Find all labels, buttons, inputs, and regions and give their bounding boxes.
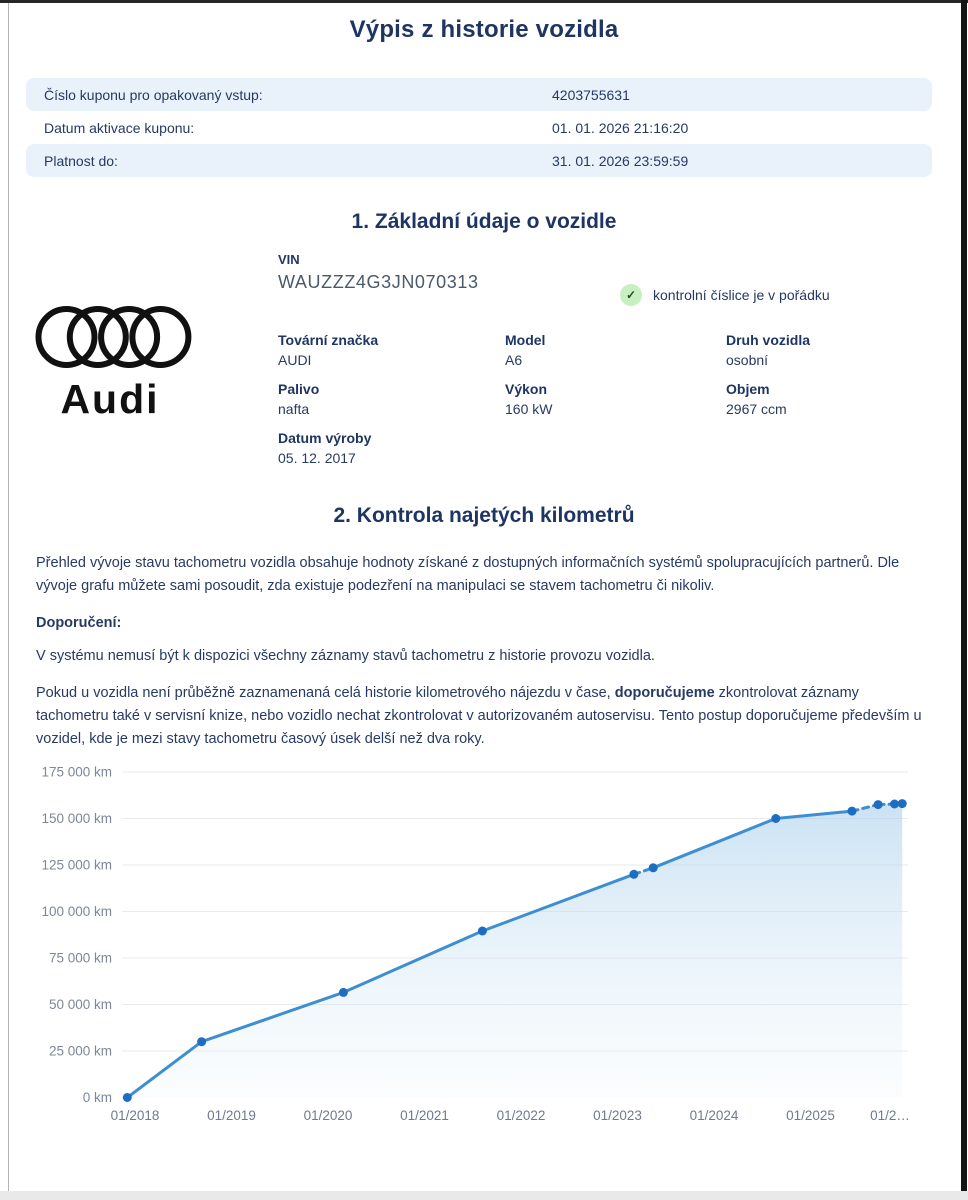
x-tick-label: 01/2019 bbox=[207, 1108, 256, 1123]
field-value: 2967 ccm bbox=[726, 401, 787, 417]
x-tick-label: 01/2025 bbox=[786, 1108, 835, 1123]
field-engine-volume: Objem 2967 ccm bbox=[726, 381, 938, 417]
coupon-activation-value: 01. 01. 2026 21:16:20 bbox=[552, 119, 689, 136]
chart-y-axis-labels: 175 000 km 150 000 km 125 000 km 100 000 km… bbox=[41, 765, 112, 1106]
line-segment bbox=[480, 872, 636, 933]
field-fuel: Palivo nafta bbox=[278, 381, 505, 417]
data-point bbox=[897, 799, 907, 809]
line-segment bbox=[200, 990, 345, 1044]
field-value: 05. 12. 2017 bbox=[278, 450, 356, 466]
data-point bbox=[122, 1093, 132, 1102]
field-brand: Tovární značka AUDI bbox=[278, 332, 505, 368]
audi-wordmark: Audi bbox=[60, 376, 159, 422]
field-value: AUDI bbox=[278, 352, 312, 368]
field-label: Objem bbox=[726, 381, 770, 397]
field-value: nafta bbox=[278, 401, 310, 417]
field-label: Výkon bbox=[505, 381, 548, 397]
data-point bbox=[197, 1037, 207, 1047]
audi-logo: Audi bbox=[35, 306, 192, 422]
paragraph-availability: V systému nemusí být k dispozici všechny… bbox=[36, 648, 655, 664]
mileage-chart-svg: 175 000 km 150 000 km 125 000 km 100 000 km… bbox=[41, 765, 910, 1124]
coupon-number-value: 4203755631 bbox=[552, 86, 630, 103]
field-value: A6 bbox=[505, 352, 523, 368]
data-point bbox=[847, 806, 857, 816]
y-tick-label: 175 000 km bbox=[41, 765, 112, 780]
scrollbar[interactable] bbox=[961, 0, 967, 1191]
chart-points bbox=[122, 799, 907, 1102]
paragraph-advice: Pokud u vozidla není průběžně zaznamenan… bbox=[36, 682, 932, 751]
y-tick-label: 100 000 km bbox=[41, 904, 112, 919]
field-value: osobní bbox=[726, 352, 769, 368]
line-segment bbox=[125, 1040, 204, 1099]
coupon-activation-label: Datum aktivace kuponu: bbox=[44, 119, 195, 136]
data-point bbox=[771, 814, 781, 823]
viewer-left-border bbox=[8, 3, 9, 1191]
field-label: Datum výroby bbox=[278, 430, 372, 446]
area-fill-path bbox=[127, 803, 903, 1098]
field-label: Druh vozidla bbox=[726, 332, 811, 348]
vin-block: VIN WAUZZZ4G3JN070313 bbox=[278, 252, 479, 293]
page-title: Výpis z historie vozidla bbox=[349, 16, 619, 43]
data-point bbox=[648, 863, 658, 873]
field-model: Model A6 bbox=[505, 332, 726, 368]
field-label: Tovární značka bbox=[278, 332, 379, 348]
chart-area-fill bbox=[127, 803, 903, 1098]
coupon-row-validity: Platnost do: 31. 01. 2026 23:59:59 bbox=[26, 144, 932, 177]
advice-text-bold: doporučujeme bbox=[614, 685, 715, 701]
viewer-top-border bbox=[0, 0, 968, 3]
coupon-info-table: Číslo kuponu pro opakovaný vstup: 420375… bbox=[26, 78, 932, 177]
vin-label: VIN bbox=[278, 252, 300, 267]
paragraph-overview: Přehled vývoje stavu tachometru vozidla … bbox=[36, 555, 900, 594]
y-tick-label: 125 000 km bbox=[41, 858, 112, 873]
vehicle-fields: Tovární značka AUDI Model A6 Druh vozidl… bbox=[278, 332, 938, 479]
recommendation-label: Doporučení: bbox=[36, 615, 122, 631]
x-tick-label: 01/2021 bbox=[400, 1108, 449, 1123]
coupon-row-activation: Datum aktivace kuponu: 01. 01. 2026 21:1… bbox=[26, 111, 932, 144]
coupon-number-label: Číslo kuponu pro opakovaný vstup: bbox=[44, 86, 263, 103]
data-point bbox=[629, 869, 639, 879]
section2-heading: 2. Kontrola najetých kilometrů bbox=[333, 504, 635, 527]
vin-check-badge: ✓ kontrolní číslice je v pořádku bbox=[620, 284, 830, 306]
data-point bbox=[873, 800, 883, 810]
coupon-validity-value: 31. 01. 2026 23:59:59 bbox=[552, 152, 689, 169]
audi-rings-icon bbox=[35, 306, 192, 368]
field-value: 160 kW bbox=[505, 401, 553, 417]
data-point bbox=[477, 926, 487, 936]
field-label: Palivo bbox=[278, 381, 320, 397]
y-tick-label: 50 000 km bbox=[49, 997, 112, 1012]
x-tick-label: 01/2023 bbox=[593, 1108, 642, 1123]
x-tick-label: 01/2018 bbox=[111, 1108, 160, 1123]
vin-check-text: kontrolní číslice je v pořádku bbox=[653, 287, 830, 303]
y-tick-label: 0 km bbox=[83, 1090, 112, 1105]
data-point bbox=[890, 799, 899, 809]
field-production-date: Datum výroby 05. 12. 2017 bbox=[278, 430, 505, 466]
coupon-validity-label: Platnost do: bbox=[44, 152, 118, 169]
line-segment bbox=[774, 809, 854, 820]
x-tick-label: 01/2024 bbox=[690, 1108, 739, 1123]
field-power: Výkon 160 kW bbox=[505, 381, 726, 417]
line-segment bbox=[651, 817, 778, 870]
field-label: Model bbox=[505, 332, 546, 348]
y-tick-label: 25 000 km bbox=[49, 1044, 112, 1059]
x-tick-label: 01/2022 bbox=[497, 1108, 546, 1123]
data-point bbox=[338, 987, 348, 997]
advice-text-post: zkontrolovat záznamy tachometru také v s… bbox=[36, 685, 922, 747]
vin-value: WAUZZZ4G3JN070313 bbox=[278, 272, 479, 292]
field-vehicle-type: Druh vozidla osobní bbox=[726, 332, 938, 368]
advice-text-pre: Pokud u vozidla není průběžně zaznamenan… bbox=[36, 685, 615, 701]
chart-x-axis-labels: 01/2018 01/2019 01/2020 01/2021 01/2022 01/20… bbox=[111, 1108, 910, 1123]
section1-heading: 1. Základní údaje o vozidle bbox=[351, 210, 617, 233]
y-tick-label: 150 000 km bbox=[41, 811, 112, 826]
y-tick-label: 75 000 km bbox=[49, 951, 112, 966]
viewer-bottom-strip bbox=[0, 1191, 968, 1200]
check-icon: ✓ bbox=[620, 284, 642, 306]
x-tick-label: 01/2… bbox=[870, 1108, 910, 1123]
line-segment bbox=[341, 929, 484, 994]
coupon-row-number: Číslo kuponu pro opakovaný vstup: 420375… bbox=[26, 78, 932, 111]
x-tick-label: 01/2020 bbox=[304, 1108, 353, 1123]
